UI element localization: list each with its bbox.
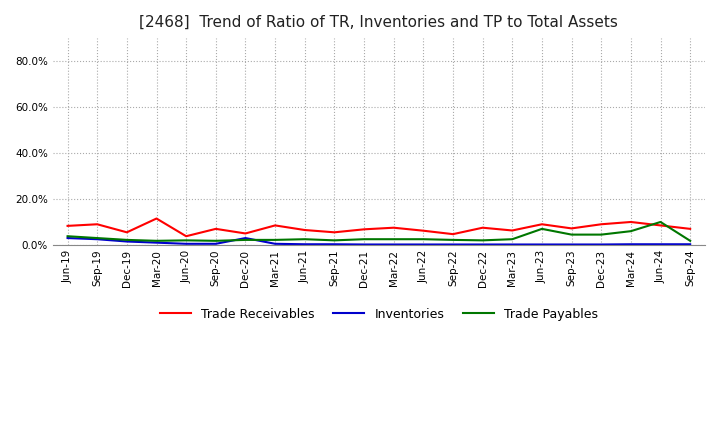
Trade Receivables [597, 222, 606, 227]
Trade Payables [93, 235, 102, 241]
Trade Payables [597, 232, 606, 237]
Trade Receivables [182, 234, 191, 239]
Trade Receivables [656, 223, 665, 228]
Trade Receivables [93, 222, 102, 227]
Inventories [567, 242, 576, 247]
Line: Trade Receivables: Trade Receivables [68, 219, 690, 236]
Trade Receivables [212, 226, 220, 231]
Title: [2468]  Trend of Ratio of TR, Inventories and TP to Total Assets: [2468] Trend of Ratio of TR, Inventories… [140, 15, 618, 30]
Inventories [656, 242, 665, 247]
Trade Receivables [478, 225, 487, 231]
Inventories [449, 242, 457, 247]
Trade Receivables [626, 219, 635, 224]
Trade Payables [63, 234, 72, 239]
Trade Receivables [567, 226, 576, 231]
Trade Receivables [360, 227, 369, 232]
Trade Receivables [63, 223, 72, 228]
Inventories [360, 242, 369, 247]
Inventories [686, 242, 695, 247]
Trade Receivables [300, 227, 309, 233]
Trade Payables [478, 238, 487, 243]
Trade Payables [330, 238, 338, 243]
Trade Receivables [122, 230, 131, 235]
Inventories [93, 237, 102, 242]
Inventories [478, 242, 487, 247]
Trade Receivables [449, 231, 457, 237]
Line: Trade Payables: Trade Payables [68, 222, 690, 241]
Trade Receivables [241, 231, 250, 236]
Trade Payables [182, 238, 191, 243]
Trade Receivables [508, 228, 517, 233]
Trade Payables [567, 232, 576, 237]
Trade Receivables [330, 230, 338, 235]
Trade Receivables [538, 222, 546, 227]
Inventories [508, 242, 517, 247]
Trade Payables [508, 237, 517, 242]
Inventories [626, 242, 635, 247]
Trade Receivables [419, 228, 428, 233]
Trade Payables [656, 219, 665, 224]
Trade Payables [122, 237, 131, 242]
Trade Payables [419, 237, 428, 242]
Inventories [122, 239, 131, 244]
Trade Receivables [152, 216, 161, 221]
Trade Payables [300, 237, 309, 242]
Inventories [300, 242, 309, 247]
Trade Payables [212, 238, 220, 243]
Inventories [597, 242, 606, 247]
Inventories [390, 242, 398, 247]
Trade Payables [626, 228, 635, 234]
Inventories [330, 242, 338, 247]
Trade Payables [390, 237, 398, 242]
Inventories [182, 241, 191, 246]
Trade Payables [538, 226, 546, 231]
Inventories [152, 240, 161, 245]
Inventories [538, 242, 546, 247]
Trade Payables [241, 237, 250, 242]
Inventories [271, 241, 279, 246]
Trade Payables [360, 237, 369, 242]
Inventories [212, 241, 220, 246]
Line: Inventories: Inventories [68, 238, 690, 245]
Inventories [419, 242, 428, 247]
Trade Payables [152, 238, 161, 243]
Trade Receivables [390, 225, 398, 231]
Trade Receivables [271, 223, 279, 228]
Legend: Trade Receivables, Inventories, Trade Payables: Trade Receivables, Inventories, Trade Pa… [155, 303, 603, 326]
Inventories [241, 235, 250, 241]
Trade Payables [271, 237, 279, 242]
Inventories [63, 235, 72, 241]
Trade Payables [449, 237, 457, 242]
Trade Receivables [686, 226, 695, 231]
Trade Payables [686, 238, 695, 243]
